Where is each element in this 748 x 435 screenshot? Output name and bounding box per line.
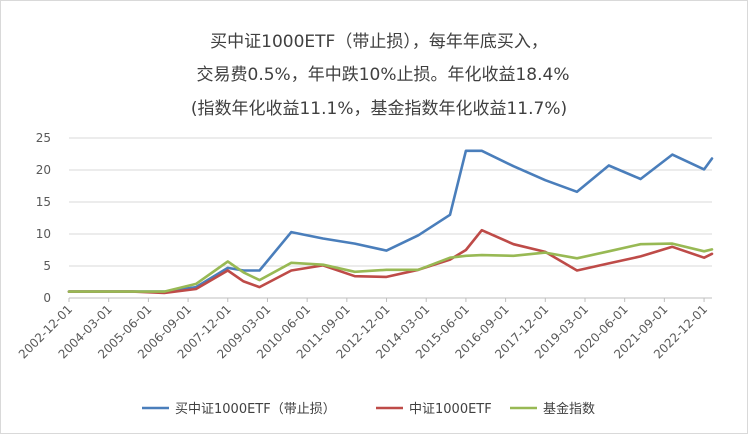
legend-label-1: 买中证1000ETF（带止损） <box>175 402 336 417</box>
series-line-3 <box>67 242 714 293</box>
y-tick-label: 0 <box>43 291 51 305</box>
y-tick-label: 20 <box>36 163 51 177</box>
series-lines <box>67 149 714 295</box>
series-line-1 <box>67 149 714 293</box>
gridlines <box>69 137 712 267</box>
y-tick-label: 5 <box>43 259 51 273</box>
y-axis: 0 5 10 15 20 25 <box>36 131 51 305</box>
legend-label-3: 基金指数 <box>543 401 595 417</box>
series-line-2 <box>67 228 714 295</box>
y-tick-label: 10 <box>36 227 51 241</box>
chart-title-line-2: 交易费0.5%，年中跌10%止损。年化收益18.4% <box>197 65 570 85</box>
chart-title-line-3: (指数年化收益11.1%，基金指数年化收益11.7%) <box>191 99 567 119</box>
chart-title: 买中证1000ETF（带止损），每年年底买入， 交易费0.5%，年中跌10%止损… <box>191 32 570 119</box>
chart-title-line-1: 买中证1000ETF（带止损），每年年底买入， <box>210 32 548 52</box>
legend-label-2: 中证1000ETF <box>409 402 492 417</box>
x-axis-tick-labels: 2002-12-012004-03-012005-06-012006-09-01… <box>16 302 710 361</box>
y-tick-label: 15 <box>36 195 51 209</box>
legend: 买中证1000ETF（带止损） 中证1000ETF 基金指数 <box>142 401 595 417</box>
x-axis <box>68 297 712 302</box>
y-tick-label: 25 <box>36 131 51 145</box>
